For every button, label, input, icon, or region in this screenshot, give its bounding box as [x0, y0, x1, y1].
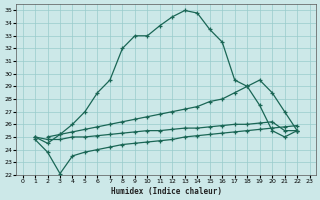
X-axis label: Humidex (Indice chaleur): Humidex (Indice chaleur)	[111, 187, 221, 196]
